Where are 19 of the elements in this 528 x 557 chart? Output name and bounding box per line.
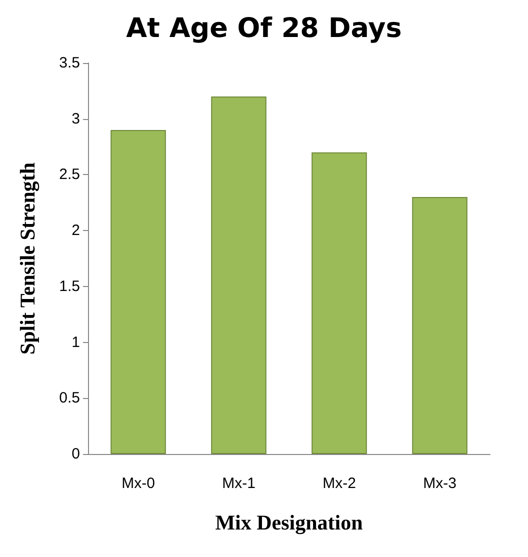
chart-title: At Age Of 28 Days <box>126 13 402 44</box>
y-tick-label: 0 <box>72 446 80 462</box>
bar <box>312 152 367 454</box>
x-axis-title: Mix Designation <box>215 510 364 534</box>
x-tick-label: Mx-1 <box>222 475 256 492</box>
x-tick-label: Mx-2 <box>322 475 356 492</box>
x-tick-label: Mx-3 <box>423 475 456 492</box>
y-tick-label: 1.5 <box>59 278 80 295</box>
bar <box>110 130 166 454</box>
y-tick-label: 2.5 <box>59 166 80 184</box>
bar <box>211 96 266 454</box>
y-tick-label: 1 <box>72 334 80 351</box>
bar <box>412 197 468 454</box>
y-axis-title: Split Tensile Strength <box>16 162 40 355</box>
x-tick-label: Mx-0 <box>122 475 155 492</box>
y-tick-label: 3 <box>72 110 80 128</box>
y-tick-label: 0.5 <box>59 390 80 407</box>
y-tick-label: 3.5 <box>59 54 80 72</box>
y-tick-label: 2 <box>72 222 80 240</box>
